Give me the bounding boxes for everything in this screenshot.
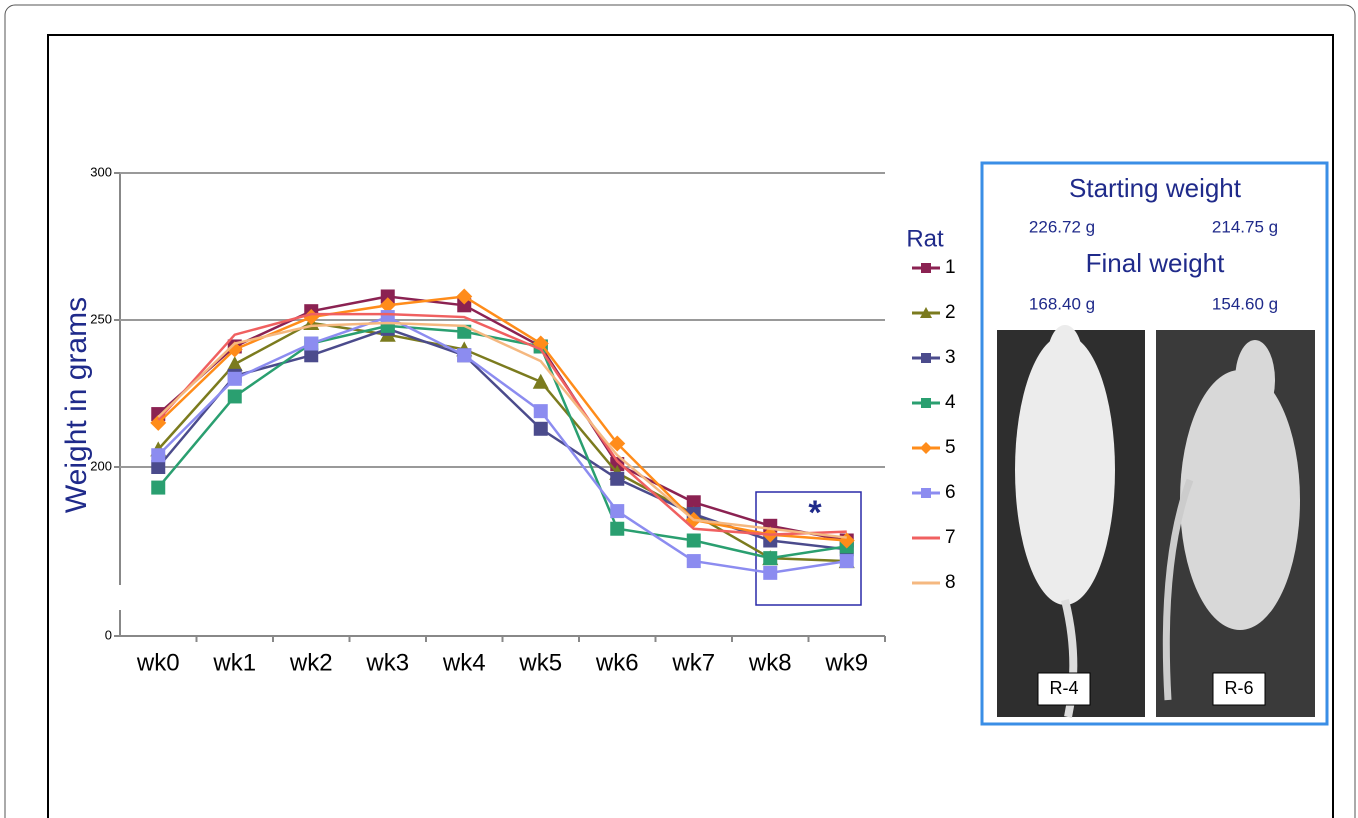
marker [226,341,243,358]
x-tick-label: wk1 [212,649,256,676]
photo-panel: Starting weight 226.72 g 214.75 g Final … [980,161,1329,726]
marker [456,288,473,305]
marker [920,442,932,454]
label-box [1037,672,1091,706]
marker [226,356,243,372]
y-tick-label: 0 [105,627,112,642]
legend-label: 4 [945,392,956,413]
marker [457,348,472,363]
legend-label: 3 [945,347,956,368]
x-tick-label: wk4 [442,649,486,676]
marker [379,297,396,314]
marker [457,298,472,313]
series-line [157,321,847,539]
marker [610,521,625,536]
series-line [157,315,847,575]
marker [304,348,319,363]
figure-frame [47,34,1334,818]
series-line [157,312,847,536]
marker [609,435,626,452]
marker [839,554,854,569]
marker [150,414,167,431]
x-tick-label: wk5 [518,649,562,676]
marker [227,371,242,386]
series-line [157,321,847,563]
marker [921,398,931,408]
photo-label: R-6 [1224,678,1253,698]
rat-head [1047,325,1083,395]
marker [610,471,625,486]
legend-label: 6 [945,482,956,503]
marker [151,480,166,495]
marker [763,565,778,580]
rat-head [1235,340,1275,420]
marker [380,289,395,304]
marker [151,460,166,474]
rat-tail [1162,478,1194,701]
legend-label: 8 [945,572,956,593]
legend-label: 7 [945,527,956,548]
marker [763,551,778,566]
legend-title: Rat [906,225,944,252]
x-tick-label: wk2 [289,649,333,676]
x-tick-label: wk0 [136,649,180,676]
x-tick-label: wk8 [748,649,792,676]
marker [532,373,549,389]
series-line [157,295,847,542]
marker [533,404,548,419]
marker [686,554,701,569]
marker [686,495,701,510]
panel-value: 214.75 g [1212,217,1278,236]
marker [610,504,625,519]
series-line [157,324,847,560]
series-line [157,295,847,542]
panel-value: 226.72 g [1029,217,1095,236]
panel-title: Starting weight [1069,173,1242,203]
marker [921,353,931,363]
marker [151,448,166,463]
panel-title: Final weight [1086,248,1226,278]
y-tick-label: 300 [90,164,112,179]
annotation: * [808,494,822,532]
rat [1015,335,1115,605]
legend-label: 5 [945,437,956,458]
rat [1180,370,1300,630]
marker [686,533,701,548]
series-line [157,327,847,551]
marker [921,263,931,273]
marker [921,488,931,498]
marker [304,336,319,351]
marker [920,307,932,318]
y-axis-label: Weight in grams [60,297,93,513]
x-tick-label: wk7 [671,649,715,676]
panel-value: 154.60 g [1212,294,1278,313]
y-tick-label: 200 [90,458,112,473]
page-frame [4,4,1356,818]
panel-value: 168.40 g [1029,294,1095,313]
x-tick-label: wk6 [595,649,639,676]
marker [227,389,242,404]
legend-label: 1 [945,257,956,278]
y-tick-label: 250 [90,311,112,326]
x-tick-label: wk3 [365,649,409,676]
x-tick-label: wk9 [824,649,868,676]
legend-label: 2 [945,302,956,323]
marker [533,421,548,436]
photo-label: R-4 [1049,678,1078,698]
label-box [1212,672,1266,706]
